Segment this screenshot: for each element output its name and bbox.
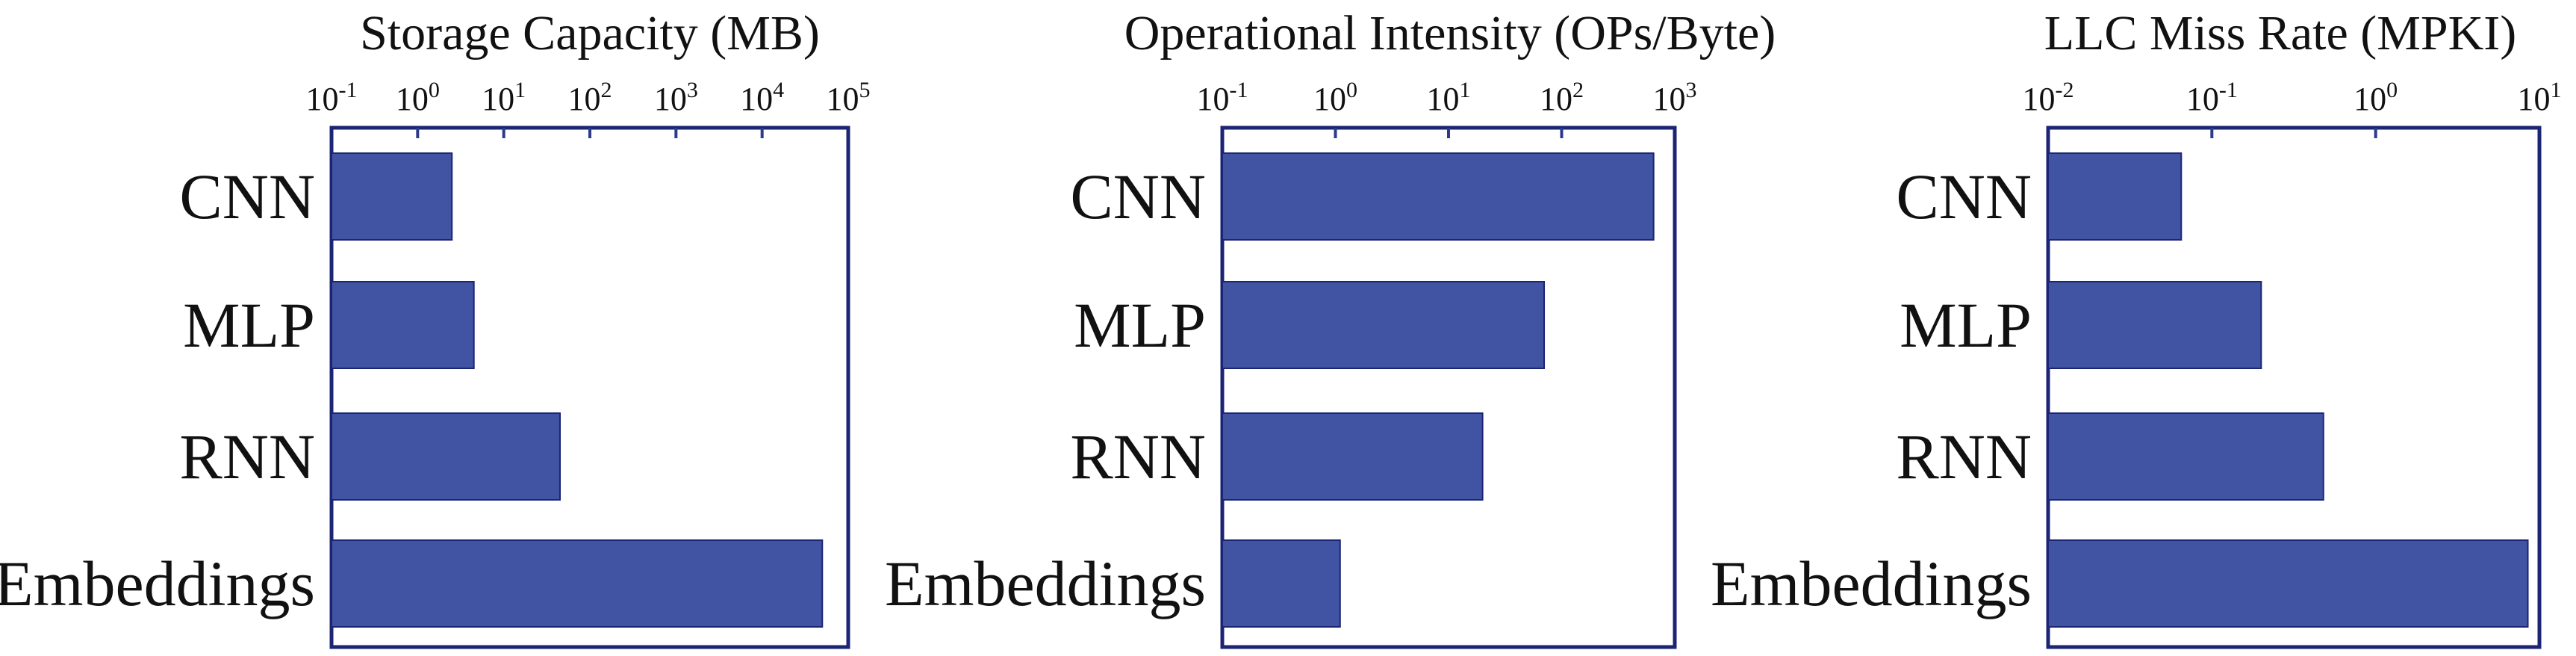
tick-label-exponent: 2 — [601, 78, 612, 102]
tick-label-exponent: 1 — [514, 78, 526, 102]
category-label: RNN — [1070, 421, 1206, 492]
tick-label-base: 10 — [1653, 81, 1686, 117]
tick-label: 10-1 — [1197, 78, 1248, 117]
tick-label-exponent: 1 — [2551, 78, 2562, 102]
category-label: MLP — [183, 289, 315, 361]
bar-mlp — [2047, 281, 2262, 369]
category-label: RNN — [179, 421, 315, 492]
tick-label-base: 10 — [654, 81, 687, 117]
tick-label-base: 10 — [568, 81, 601, 117]
tick-label: 105 — [827, 78, 871, 117]
tick-label-exponent: 0 — [429, 78, 440, 102]
tick-label: 101 — [2518, 78, 2562, 117]
tick-label-exponent: 3 — [687, 78, 698, 102]
chart-panel-2: Operational Intensity (OPs/Byte) CNN MLP RN… — [885, 6, 1776, 649]
tick-label: 103 — [654, 78, 698, 117]
tick-label: 10-1 — [306, 78, 358, 117]
tick-label: 100 — [396, 78, 440, 117]
category-label: RNN — [1896, 421, 2032, 492]
bar-embeddings — [1222, 539, 1341, 628]
bar-cnn — [2047, 152, 2183, 241]
tick-label-exponent: 3 — [1686, 78, 1697, 102]
bar-embeddings — [2047, 539, 2529, 628]
tick-label-exponent: 1 — [1460, 78, 1471, 102]
tick-label-base: 10 — [1197, 81, 1230, 117]
tick-label-exponent: -1 — [1230, 78, 1248, 102]
tick-label-exponent: 5 — [859, 78, 871, 102]
tick-label-exponent: 2 — [1572, 78, 1584, 102]
chart-title: LLC Miss Rate (MPKI) — [2044, 6, 2516, 61]
bar-embeddings — [331, 539, 824, 628]
tick-label-base: 10 — [482, 81, 514, 117]
bar-rnn — [1222, 412, 1484, 501]
bar-mlp — [331, 281, 475, 369]
tick-label: 104 — [740, 78, 784, 117]
bar-rnn — [331, 412, 561, 501]
tick-label: 100 — [2353, 78, 2398, 117]
bar-cnn — [331, 152, 453, 241]
tick-label-base: 10 — [1427, 81, 1460, 117]
category-label: CNN — [179, 161, 315, 232]
tick-label-base: 10 — [740, 81, 773, 117]
tick-label: 102 — [1540, 78, 1584, 117]
tick-label-base: 10 — [1313, 81, 1346, 117]
tick-label-base: 10 — [2186, 81, 2219, 117]
bar-cnn — [1222, 152, 1655, 241]
tick-label-exponent: -2 — [2056, 78, 2074, 102]
tick-label-exponent: -1 — [2219, 78, 2238, 102]
tick-label: 102 — [568, 78, 612, 117]
category-label: Embeddings — [885, 548, 1206, 619]
tick-label: 10-2 — [2023, 78, 2074, 117]
bar-rnn — [2047, 412, 2324, 501]
chart-panel-3: LLC Miss Rate (MPKI) CNN MLP RNN Embeddings 1… — [1711, 6, 2562, 649]
category-label: Embeddings — [0, 548, 315, 619]
tick-label-base: 10 — [306, 81, 339, 117]
tick-label-base: 10 — [2353, 81, 2386, 117]
bar-mlp — [1222, 281, 1546, 369]
tick-label-base: 10 — [396, 81, 429, 117]
category-label: CNN — [1896, 161, 2032, 232]
tick-label: 100 — [1313, 78, 1357, 117]
tick-label-base: 10 — [827, 81, 859, 117]
tick-label: 101 — [482, 78, 526, 117]
tick-label-exponent: 0 — [2386, 78, 2398, 102]
chart-title: Operational Intensity (OPs/Byte) — [1124, 6, 1776, 61]
tick-label-base: 10 — [2518, 81, 2551, 117]
tick-label-exponent: 0 — [1346, 78, 1357, 102]
category-label: Embeddings — [1711, 548, 2032, 619]
category-label: MLP — [1900, 289, 2032, 361]
plot-frame — [2046, 126, 2542, 649]
category-label: MLP — [1074, 289, 1206, 361]
tick-label-base: 10 — [2023, 81, 2056, 117]
chart-panel-1: Storage Capacity (MB) CNN MLP RNN Embeddings… — [0, 6, 871, 649]
chart-title: Storage Capacity (MB) — [360, 6, 820, 61]
category-label: CNN — [1070, 161, 1206, 232]
tick-label: 103 — [1653, 78, 1697, 117]
tick-label-base: 10 — [1540, 81, 1572, 117]
tick-label: 10-1 — [2186, 78, 2238, 117]
tick-label: 101 — [1427, 78, 1471, 117]
tick-label-exponent: -1 — [339, 78, 358, 102]
tick-label-exponent: 4 — [773, 78, 784, 102]
